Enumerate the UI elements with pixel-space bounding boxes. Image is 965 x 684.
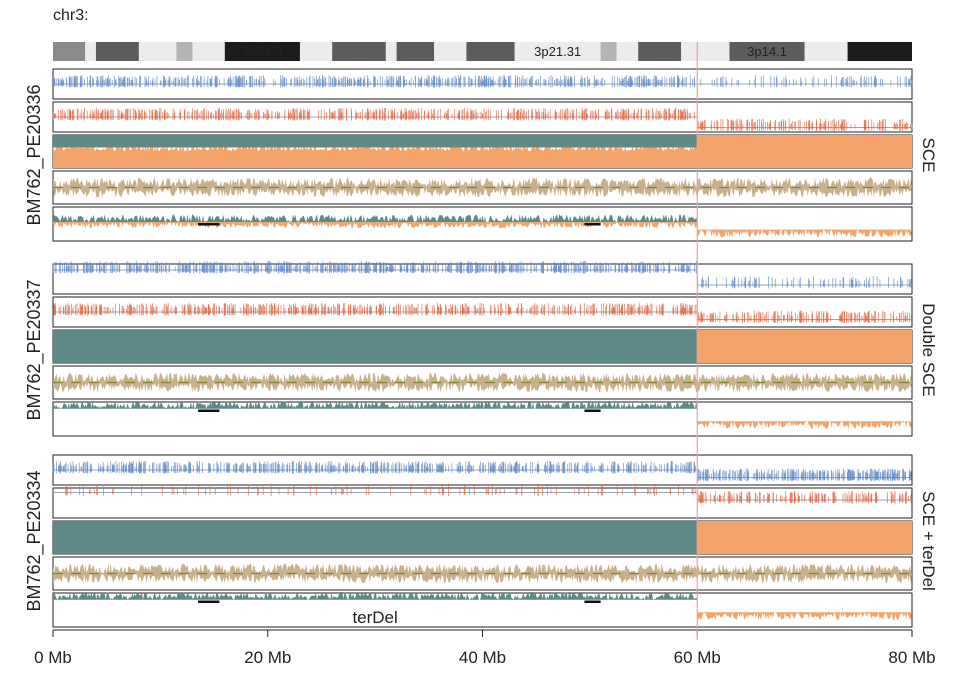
strand-fill-crick xyxy=(53,151,698,168)
read-ticks xyxy=(53,303,912,324)
strand-fill-watson xyxy=(53,330,698,363)
wc-watson-area xyxy=(53,214,698,223)
ideogram-band xyxy=(600,42,617,61)
ideogram-band xyxy=(95,42,139,61)
sample-panel: BM762_PE20334 SCE + terDel terDel xyxy=(24,454,938,628)
ideogram-band xyxy=(53,42,86,61)
ideogram-band xyxy=(299,42,333,61)
read-ticks xyxy=(52,461,912,482)
strand-fill-crick xyxy=(697,135,912,168)
wc-crick-area xyxy=(53,222,698,229)
ideogram-band xyxy=(681,42,730,61)
ideogram-band xyxy=(638,42,682,61)
ideogram-band xyxy=(729,42,805,61)
ideogram-band xyxy=(396,42,435,61)
sample-name: BM762_PE20337 xyxy=(24,279,45,420)
strand-fill-crick xyxy=(697,521,912,554)
ideogram-band xyxy=(434,42,467,61)
ideogram-band xyxy=(847,42,912,61)
strand-fill-crick xyxy=(697,330,912,363)
annotation-label: terDel xyxy=(352,608,397,627)
strand-fill-watson xyxy=(53,521,698,554)
ideogram-band xyxy=(176,42,193,61)
ideogram: 3p24.3 3p21.31 3p14.1 xyxy=(53,42,912,61)
read-ticks xyxy=(65,483,912,504)
ideogram-band-label: 3p24.3 xyxy=(242,44,282,59)
wc-watson-area xyxy=(53,400,698,409)
x-tick-label: 60 Mb xyxy=(674,648,721,667)
x-tick-label: 80 Mb xyxy=(888,648,935,667)
ideogram-band xyxy=(138,42,177,61)
read-ticks xyxy=(52,261,912,289)
ideogram-band xyxy=(192,42,225,61)
ideogram-band xyxy=(466,42,515,61)
ideogram-band xyxy=(385,42,397,61)
sample-name: BM762_PE20336 xyxy=(24,84,45,225)
event-label: Double SCE xyxy=(919,303,938,397)
wc-crick-area xyxy=(697,612,912,621)
ideogram-band xyxy=(804,42,848,61)
event-label: SCE xyxy=(919,138,938,173)
ideogram-band xyxy=(514,42,601,61)
sample-name: BM762_PE20334 xyxy=(24,470,45,611)
x-tick-label: 40 Mb xyxy=(459,648,506,667)
wc-watson-area xyxy=(53,591,698,600)
ideogram-band xyxy=(224,42,300,61)
ideogram-band xyxy=(85,42,96,61)
x-tick-label: 20 Mb xyxy=(244,648,291,667)
ideogram-band xyxy=(332,42,386,61)
read-ticks xyxy=(53,75,913,88)
ideogram-band-label: 3p14.1 xyxy=(747,44,787,59)
ideogram-band xyxy=(616,42,639,61)
strand-fill-watson xyxy=(53,135,698,148)
sample-panel: BM762_PE20336 SCE xyxy=(24,68,938,242)
event-label: SCE + terDel xyxy=(919,491,938,591)
ideogram-band-label: 3p21.31 xyxy=(534,44,581,59)
x-axis: 0 Mb 20 Mb 40 Mb 60 Mb 80 Mb xyxy=(34,629,936,667)
strand-noise-crick xyxy=(53,144,698,152)
x-tick-label: 0 Mb xyxy=(34,648,72,667)
chromosome-label: chr3: xyxy=(53,7,89,24)
read-ticks xyxy=(52,108,913,132)
wc-crick-area xyxy=(697,229,912,238)
sample-panel: BM762_PE20337 Double SCE xyxy=(24,261,938,437)
wc-crick-area xyxy=(697,421,912,429)
